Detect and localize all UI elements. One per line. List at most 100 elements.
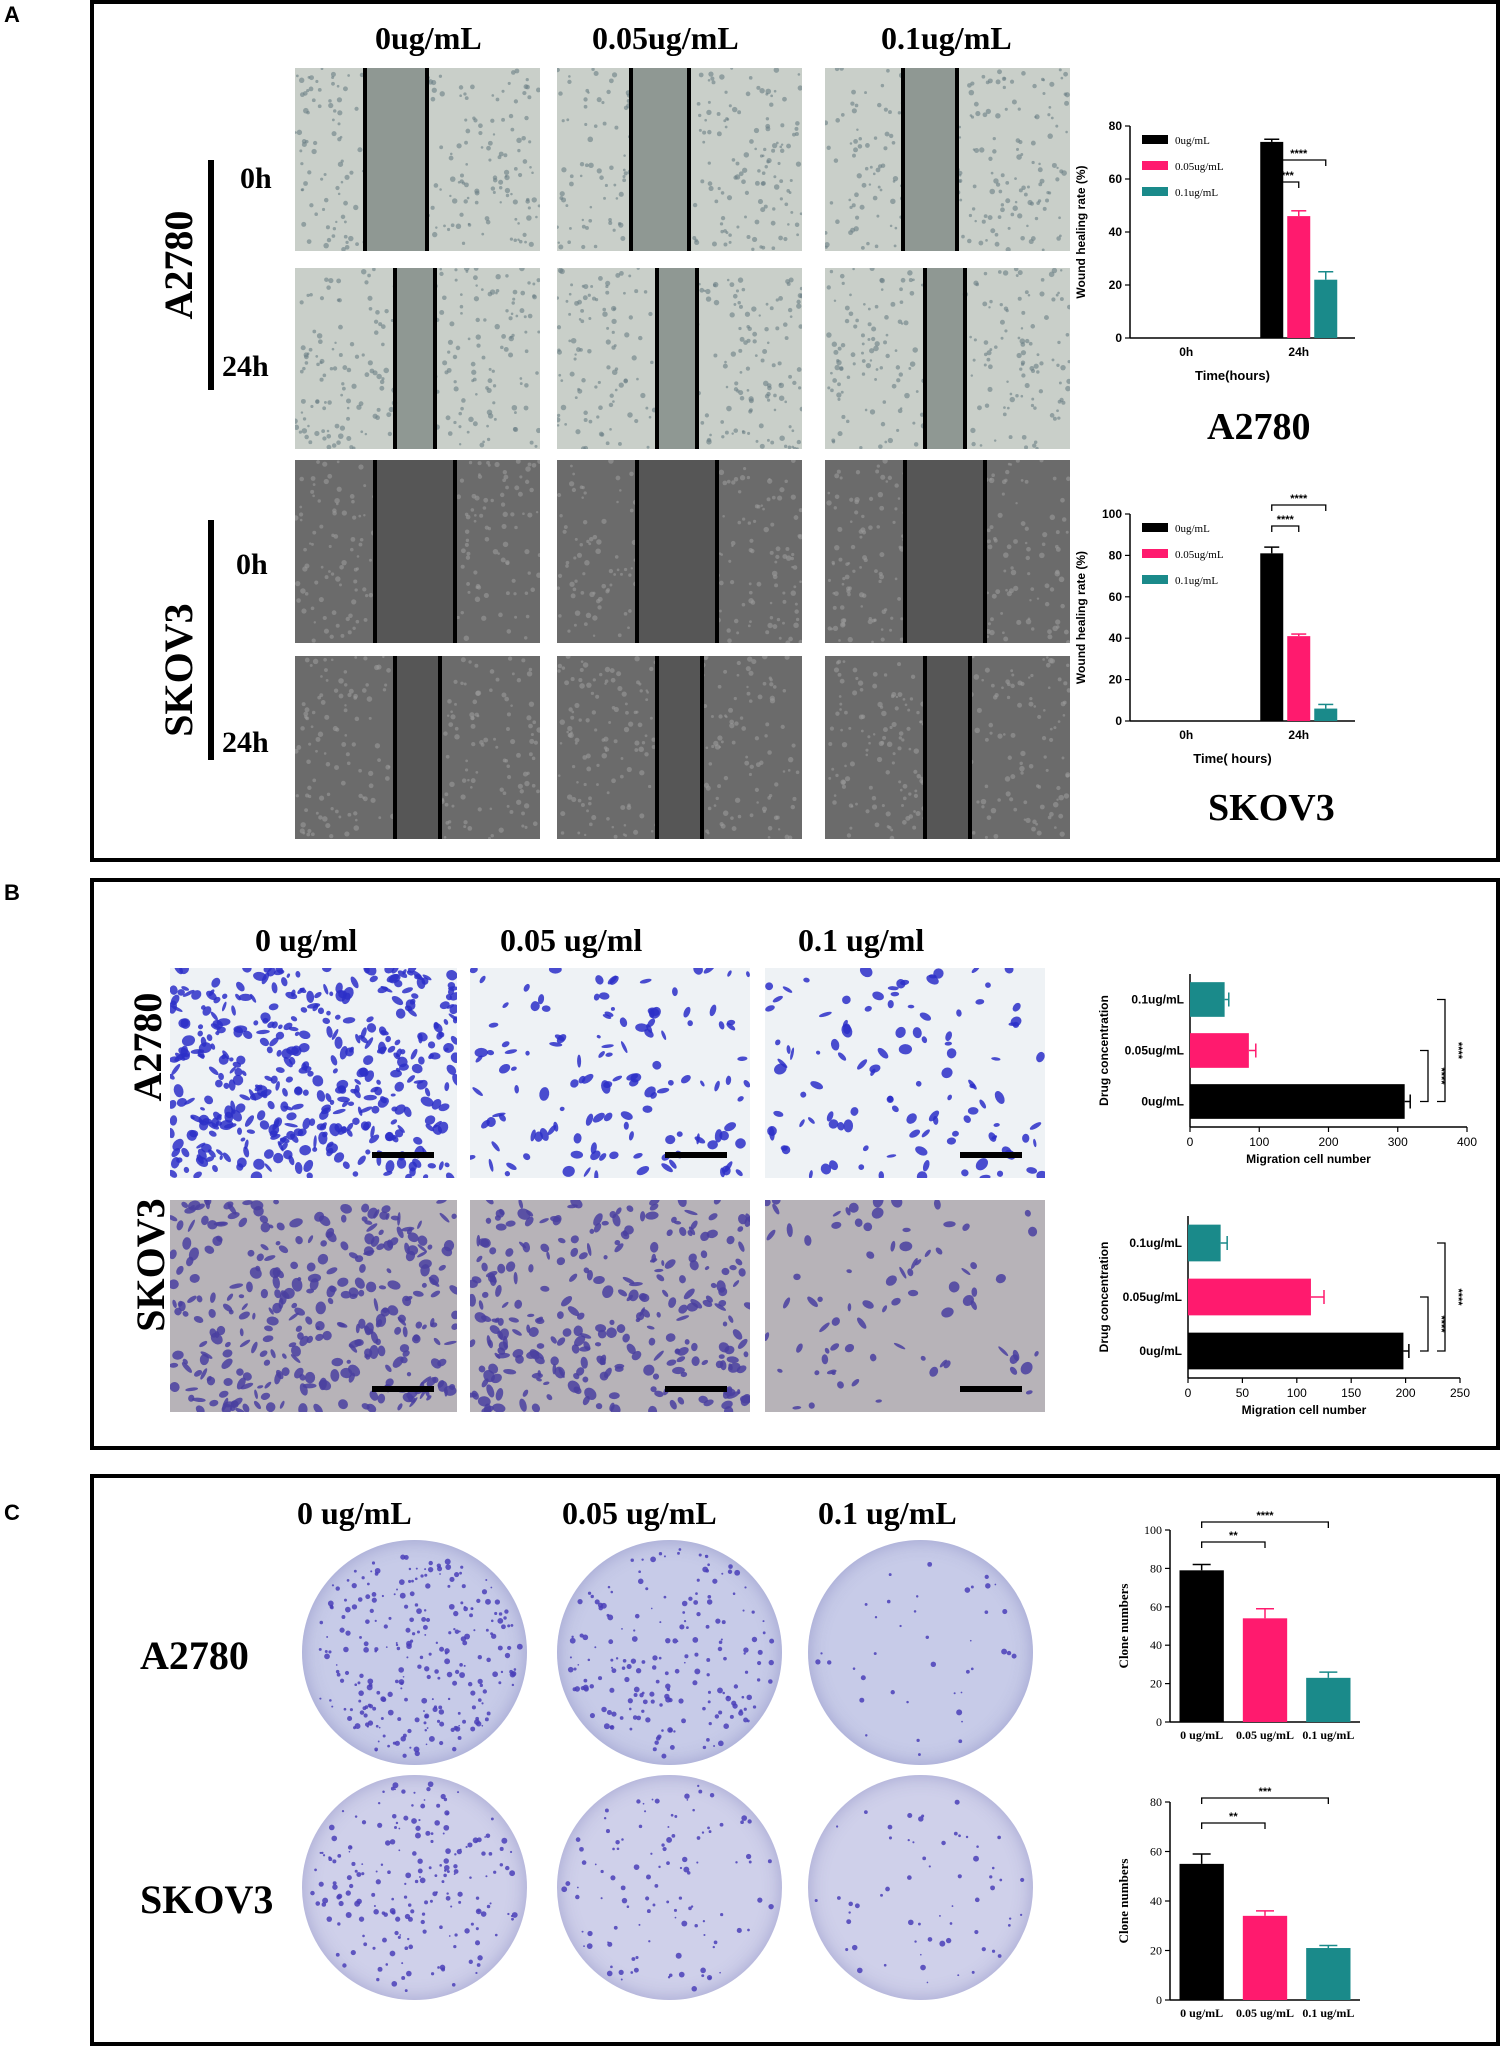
colony xyxy=(613,1925,618,1930)
colony xyxy=(480,1911,487,1917)
cell-dot xyxy=(608,721,612,724)
cell-dot xyxy=(1006,406,1010,410)
cell-dot xyxy=(557,225,559,229)
colony xyxy=(920,1953,922,1956)
cell-dot xyxy=(912,421,916,425)
colony xyxy=(351,1582,357,1589)
cell-dot xyxy=(565,656,571,659)
transwell-image xyxy=(470,968,750,1178)
cell-dot xyxy=(910,674,916,680)
migrated-cell xyxy=(680,1074,691,1084)
transwell-image-svg xyxy=(470,968,750,1178)
migrated-cell xyxy=(550,1336,557,1344)
y-axis-label: Wound healing rate (%) xyxy=(1074,551,1088,684)
migrated-cell xyxy=(451,1323,457,1330)
cell-dot xyxy=(1030,236,1036,241)
cell-dot xyxy=(453,380,457,384)
colony xyxy=(663,1555,666,1558)
migrated-cell xyxy=(549,1042,563,1047)
cell-dot xyxy=(358,793,363,799)
wound-image-svg xyxy=(557,656,800,839)
colony xyxy=(722,1691,725,1695)
cell-dot xyxy=(855,802,858,806)
colony xyxy=(965,1669,970,1674)
scratch-edge-left xyxy=(923,268,927,449)
cell-dot xyxy=(995,113,1001,119)
cell-dot xyxy=(859,535,863,539)
cell-dot xyxy=(719,74,725,80)
cell-dot xyxy=(303,547,307,552)
cell-dot xyxy=(633,829,639,835)
migrated-cell xyxy=(486,1049,495,1056)
cell-dot xyxy=(492,548,499,555)
cell-dot xyxy=(344,831,350,837)
colony xyxy=(363,1942,368,1947)
cell-dot xyxy=(981,74,986,79)
x-tick-label: 0h xyxy=(1179,728,1193,742)
cell-dot xyxy=(778,296,783,301)
cell-dot xyxy=(464,768,469,772)
colony xyxy=(485,1833,491,1839)
cell-dot xyxy=(883,146,888,151)
migrated-cell xyxy=(299,1145,312,1156)
cell-dot xyxy=(839,702,843,706)
cell-dot xyxy=(497,552,500,555)
cell-dot xyxy=(513,427,519,433)
cell-dot xyxy=(754,180,760,186)
cell-dot xyxy=(1047,133,1053,139)
migrated-cell xyxy=(705,1295,713,1303)
colony xyxy=(497,1618,504,1624)
cell-dot xyxy=(895,365,901,370)
colony xyxy=(497,1645,503,1651)
colony-plate-svg xyxy=(567,1548,775,1759)
cell-dot xyxy=(869,165,873,169)
migrated-cell xyxy=(540,1285,550,1292)
cell-dot xyxy=(769,682,774,687)
cell-dot xyxy=(865,809,870,814)
significance-label: **** xyxy=(1290,148,1308,160)
cell-dot xyxy=(1006,695,1011,700)
significance-bracket xyxy=(1271,159,1327,166)
cell-dot xyxy=(464,118,468,122)
cell-dot xyxy=(442,360,448,366)
cell-dot xyxy=(897,662,902,667)
cell-dot xyxy=(489,669,495,674)
cell-dot xyxy=(346,435,352,441)
migrated-cell xyxy=(400,1049,406,1055)
colony xyxy=(427,1781,434,1788)
cell-dot xyxy=(747,624,751,628)
cell-dot xyxy=(315,399,320,404)
cell-dot xyxy=(329,634,334,639)
colony-plate xyxy=(808,1540,1033,1765)
cell-dot xyxy=(904,703,908,707)
migrated-cell xyxy=(727,970,732,977)
cell-dot xyxy=(988,364,993,370)
y-tick-label: 100 xyxy=(1102,507,1122,521)
colony xyxy=(457,1735,462,1740)
migrated-cell xyxy=(208,1308,216,1318)
cell-dot xyxy=(331,118,335,122)
colony xyxy=(651,1665,657,1670)
colony xyxy=(727,1569,733,1574)
colony xyxy=(713,1745,716,1747)
cell-dot xyxy=(889,628,893,632)
cell-dot xyxy=(719,609,722,613)
migrated-cell xyxy=(259,1350,268,1357)
cell-dot xyxy=(1005,180,1010,185)
migrated-cell xyxy=(254,1389,258,1400)
cell-dot xyxy=(1000,611,1004,615)
colony xyxy=(361,1820,367,1825)
migrated-cell xyxy=(501,1301,509,1308)
cell-dot xyxy=(738,326,742,331)
cell-dot xyxy=(787,756,794,763)
cell-dot xyxy=(587,349,592,354)
cell-dot xyxy=(1028,676,1031,679)
cell-dot xyxy=(783,236,788,242)
migrated-cell xyxy=(278,1245,289,1254)
cell-dot xyxy=(784,400,788,404)
cell-dot xyxy=(322,816,328,822)
cell-dot xyxy=(871,795,877,801)
cell-dot xyxy=(512,199,518,205)
cell-dot xyxy=(532,720,537,725)
migrated-cell xyxy=(850,1107,859,1116)
